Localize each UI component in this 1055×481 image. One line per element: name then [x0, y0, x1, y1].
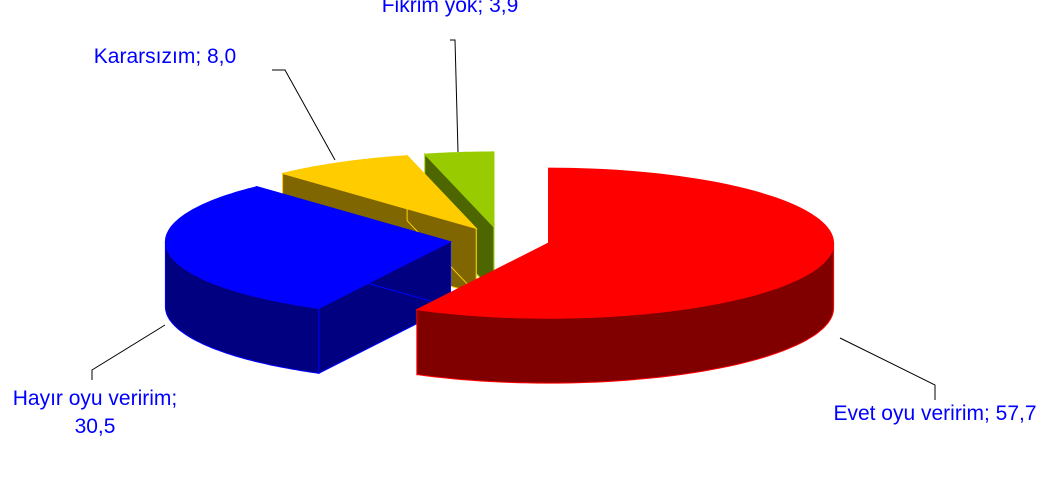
- label-part: 3,9: [489, 0, 519, 17]
- label-part: Evet oyu veririm: [833, 402, 984, 425]
- leader-line: [450, 39, 459, 153]
- label-part: Kararsızım: [93, 45, 196, 68]
- label-part: ;: [477, 0, 490, 17]
- label-part: ;: [984, 402, 996, 425]
- slice: [164, 186, 452, 309]
- slice: [423, 151, 495, 229]
- data-label: Kararsızım; 8,0: [50, 43, 280, 71]
- leader-line: [272, 69, 336, 161]
- slice: [280, 155, 478, 230]
- leader-line: [91, 324, 166, 380]
- label-part: 8,0: [206, 45, 237, 68]
- slice: [415, 167, 835, 319]
- leader-line: [839, 337, 936, 400]
- slices: [164, 151, 835, 384]
- label-part: 57,7: [995, 402, 1037, 425]
- label-part: Hayır oyu veririm: [12, 387, 172, 410]
- label-part: ;: [171, 387, 178, 410]
- label-part: ;: [195, 45, 207, 68]
- data-label: Evet oyu veririm; 57,7: [815, 400, 1055, 428]
- label-part: Fikrim yok: [381, 0, 478, 17]
- label-part: 30,5: [74, 415, 116, 438]
- data-label: Hayır oyu veririm; 30,5: [10, 385, 180, 441]
- data-label: Fikrim yok; 3,9: [330, 0, 570, 20]
